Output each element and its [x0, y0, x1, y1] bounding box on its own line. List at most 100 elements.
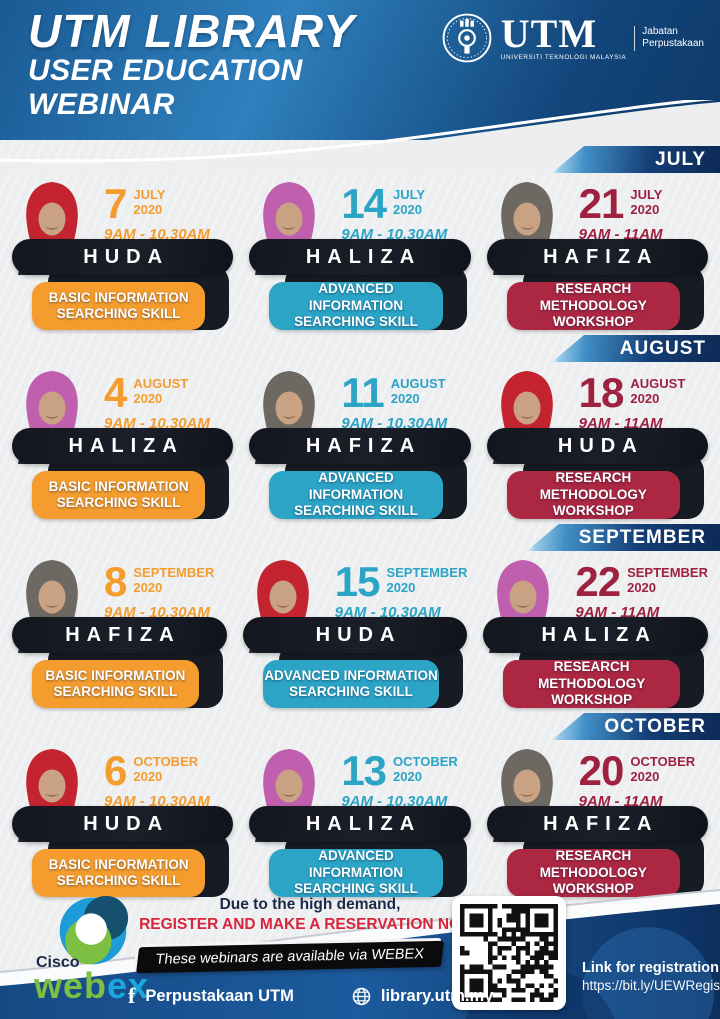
presenter-name-banner: HAFIZA	[249, 428, 471, 464]
date-block: 11 AUGUST 2020 9AM - 10.30AM	[341, 370, 470, 432]
registration-link-block: Link for registration https://bit.ly/UEW…	[582, 960, 720, 993]
session-month-year: JULY 2020	[133, 185, 165, 223]
register-call-to-action: REGISTER AND MAKE A RESERVATION NOW!	[139, 916, 481, 933]
utm-dept-line1: Jabatan	[642, 25, 678, 37]
session-month: SEPTEMBER	[386, 565, 468, 580]
webex-letters-blue: ex	[107, 965, 150, 1006]
webinar-card: 18 AUGUST 2020 9AM - 11AM HUDA RESEARCH …	[486, 370, 708, 520]
date-row: 6 OCTOBER 2020	[104, 747, 233, 794]
date-row: 11 AUGUST 2020	[341, 372, 470, 414]
topic-line2: SEARCHING SKILL	[294, 503, 418, 519]
date-row: 4 AUGUST 2020	[104, 372, 233, 414]
month-cards-row: 7 JULY 2020 9AM - 10.30AM HUDA BASIC INF…	[0, 181, 720, 331]
topic-line2: WORKSHOP	[552, 503, 634, 519]
registration-message: Due to the high demand, REGISTER AND MAK…	[130, 896, 490, 934]
session-year: 2020	[390, 390, 420, 406]
date-block: 20 OCTOBER 2020 9AM - 11AM	[579, 748, 708, 810]
session-time: 9AM - 11AM	[578, 225, 663, 243]
webinar-card: 20 OCTOBER 2020 9AM - 11AM HAFIZA RESEAR…	[486, 748, 708, 898]
topic-line1: RESEARCH METHODOLOGY	[539, 470, 647, 502]
topic-banner: BASIC INFORMATION SEARCHING SKILL	[32, 471, 206, 519]
session-month: JULY	[393, 187, 426, 202]
date-block: 18 AUGUST 2020 9AM - 11AM	[579, 370, 708, 432]
date-block: 14 JULY 2020 9AM - 10.30AM	[341, 181, 470, 243]
topic-line2: SEARCHING SKILL	[289, 684, 413, 699]
session-day: 8	[104, 558, 127, 605]
session-time: 9AM - 11AM	[578, 792, 663, 810]
presenter-name-banner: HALIZA	[249, 806, 471, 842]
session-day: 6	[104, 747, 127, 794]
month-ribbon-row: OCTOBER	[0, 713, 720, 740]
topic-banner: BASIC INFORMATION SEARCHING SKILL	[32, 660, 199, 708]
topic-line1: RESEARCH METHODOLOGY	[538, 659, 646, 691]
topic-wrap: BASIC INFORMATION SEARCHING SKILL	[12, 266, 233, 330]
topic-line1: ADVANCED INFORMATION	[308, 281, 404, 313]
registration-url-link[interactable]: https://bit.ly/UEWRegister	[582, 978, 720, 993]
topic-wrap: ADVANCED INFORMATION SEARCHING SKILL	[249, 455, 470, 519]
presenter-name-banner: HAFIZA	[486, 239, 708, 275]
title-block: UTM LIBRARY USER EDUCATION WEBINAR	[28, 8, 355, 121]
session-month-year: AUGUST 2020	[133, 374, 188, 412]
presenter-name-banner: HALIZA	[12, 428, 234, 464]
month-cards-row: 8 SEPTEMBER 2020 9AM - 10.30AM HAFIZA BA…	[0, 559, 720, 709]
webinar-card: 7 JULY 2020 9AM - 10.30AM HUDA BASIC INF…	[12, 181, 234, 331]
date-row: 22 SEPTEMBER 2020	[575, 561, 708, 603]
card-top: 6 OCTOBER 2020 9AM - 10.30AM	[12, 748, 233, 842]
webinar-card: 14 JULY 2020 9AM - 10.30AM HALIZA ADVANC…	[249, 181, 471, 331]
card-top: 18 AUGUST 2020 9AM - 11AM	[487, 370, 708, 464]
session-year: 2020	[393, 768, 422, 784]
session-year: 2020	[133, 201, 163, 217]
topic-line2: WORKSHOP	[551, 692, 633, 708]
topic-line1: RESEARCH METHODOLOGY	[539, 848, 647, 880]
session-month-year: SEPTEMBER 2020	[133, 563, 214, 601]
session-time: 9AM - 10.30AM	[341, 792, 448, 810]
session-month-year: SEPTEMBER 2020	[386, 563, 467, 601]
month-cards-row: 4 AUGUST 2020 9AM - 10.30AM HALIZA BASIC…	[0, 370, 720, 520]
date-row: 15 SEPTEMBER 2020	[335, 561, 468, 603]
topic-wrap: ADVANCED INFORMATION SEARCHING SKILL	[243, 644, 468, 708]
qr-code[interactable]	[452, 896, 566, 1010]
session-month: OCTOBER	[133, 754, 199, 769]
session-month-year: SEPTEMBER 2020	[627, 563, 708, 601]
webinar-card: 6 OCTOBER 2020 9AM - 10.30AM HUDA BASIC …	[12, 748, 234, 898]
webex-logo: Cisco webex	[34, 894, 164, 1004]
card-top: 11 AUGUST 2020 9AM - 10.30AM	[249, 370, 470, 464]
card-top: 8 SEPTEMBER 2020 9AM - 10.30AM	[12, 558, 227, 653]
session-day: 20	[578, 747, 625, 794]
date-row: 8 SEPTEMBER 2020	[104, 558, 227, 605]
website-link[interactable]: library.utm.my	[352, 987, 493, 1006]
month-ribbon: SEPTEMBER	[526, 524, 720, 551]
session-year: 2020	[627, 579, 657, 595]
date-block: 15 SEPTEMBER 2020 9AM - 10.30AM	[335, 559, 468, 621]
subtitle-line1: USER EDUCATION	[28, 54, 303, 87]
presenter-name-banner: HUDA	[12, 239, 234, 275]
session-month: OCTOBER	[630, 754, 696, 769]
webinar-card: 15 SEPTEMBER 2020 9AM - 10.30AM HUDA ADV…	[242, 559, 468, 709]
webinar-card: 13 OCTOBER 2020 9AM - 10.30AM HALIZA ADV…	[249, 748, 471, 898]
topic-banner: ADVANCED INFORMATION SEARCHING SKILL	[269, 470, 443, 519]
topic-line2: WORKSHOP	[552, 881, 634, 897]
month-block: JULY 7 JULY 2020 9AM - 10.30AM	[0, 146, 720, 331]
session-month-year: OCTOBER 2020	[393, 752, 458, 790]
session-month-year: JULY 2020	[630, 185, 662, 223]
session-year: 2020	[630, 201, 660, 217]
topic-wrap: BASIC INFORMATION SEARCHING SKILL	[12, 833, 233, 897]
date-block: 6 OCTOBER 2020 9AM - 10.30AM	[104, 748, 233, 810]
subtitle-line2: WEBINAR	[28, 87, 175, 121]
utm-emblem-icon	[442, 13, 492, 63]
topic-banner: ADVANCED INFORMATION SEARCHING SKILL	[269, 848, 443, 897]
topic-banner: RESEARCH METHODOLOGY WORKSHOP	[506, 848, 680, 897]
card-top: 20 OCTOBER 2020 9AM - 11AM	[487, 748, 708, 842]
social-bar: f Perpustakaan UTM library.utm.my	[128, 985, 493, 1007]
session-time: 9AM - 11AM	[575, 603, 660, 621]
topic-wrap: BASIC INFORMATION SEARCHING SKILL	[12, 455, 233, 519]
presenter-name-banner: HAFIZA	[486, 806, 708, 842]
date-block: 4 AUGUST 2020 9AM - 10.30AM	[104, 370, 233, 432]
date-block: 13 OCTOBER 2020 9AM - 10.30AM	[341, 748, 470, 810]
registration-label: Link for registration	[582, 960, 719, 976]
date-row: 13 OCTOBER 2020	[341, 750, 470, 792]
topic-line2: SEARCHING SKILL	[56, 495, 181, 510]
footer: Cisco webex Due to the high demand, REGI…	[0, 888, 720, 1019]
facebook-link[interactable]: f Perpustakaan UTM	[128, 985, 294, 1007]
card-top: 15 SEPTEMBER 2020 9AM - 10.30AM	[243, 559, 467, 653]
